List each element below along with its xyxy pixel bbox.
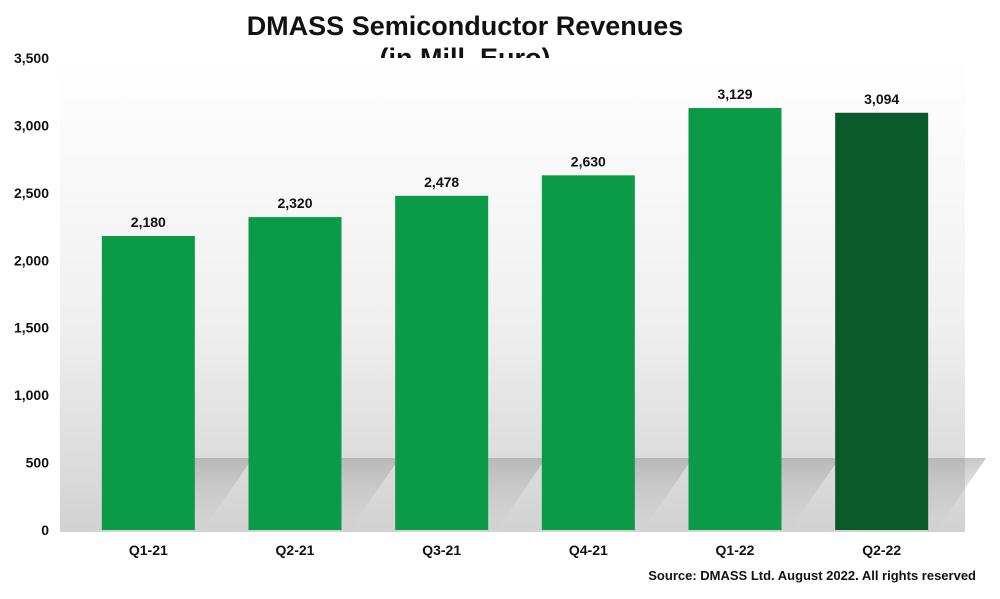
data-label: 2,320 [277,195,312,211]
y-tick-label: 3,500 [14,50,49,66]
bar-q2-21 [248,217,342,531]
y-tick-label: 2,500 [14,185,49,201]
x-tick-label: Q2-21 [276,542,315,558]
x-tick-label: Q2-22 [862,542,901,558]
x-tick-label: Q1-21 [129,542,168,558]
x-tick-label: Q1-22 [716,542,755,558]
bar-q1-21 [101,236,195,531]
x-tick-label: Q3-21 [422,542,461,558]
bar-q3-21 [395,195,489,530]
bar-q4-21 [541,175,635,530]
bars [101,108,929,531]
y-tick-label: 3,000 [14,117,49,133]
y-tick-label: 1,000 [14,387,49,403]
data-label: 3,094 [864,91,899,107]
source-note: Source: DMASS Ltd. August 2022. All righ… [648,568,976,583]
x-tick-label: Q4-21 [569,542,608,558]
y-tick-label: 1,500 [14,320,49,336]
plot-background [60,58,965,532]
bar-q1-22 [688,108,782,531]
y-tick-label: 500 [26,455,50,471]
y-axis: 0 500 1,000 1,500 2,000 2,500 3,000 3,500 [14,50,49,538]
data-labels: 2,180 2,320 2,478 2,630 3,129 3,094 [131,86,900,230]
data-label: 2,180 [131,214,166,230]
y-tick-label: 0 [41,522,49,538]
data-label: 3,129 [717,86,752,102]
data-label: 2,630 [571,153,606,169]
bar-q2-22 [835,112,929,530]
y-tick-label: 2,000 [14,252,49,268]
x-axis: Q1-21 Q2-21 Q3-21 Q4-21 Q1-22 Q2-22 [129,542,901,558]
data-label: 2,478 [424,174,459,190]
chart-title-line1: DMASS Semiconductor Revenues [246,11,684,41]
